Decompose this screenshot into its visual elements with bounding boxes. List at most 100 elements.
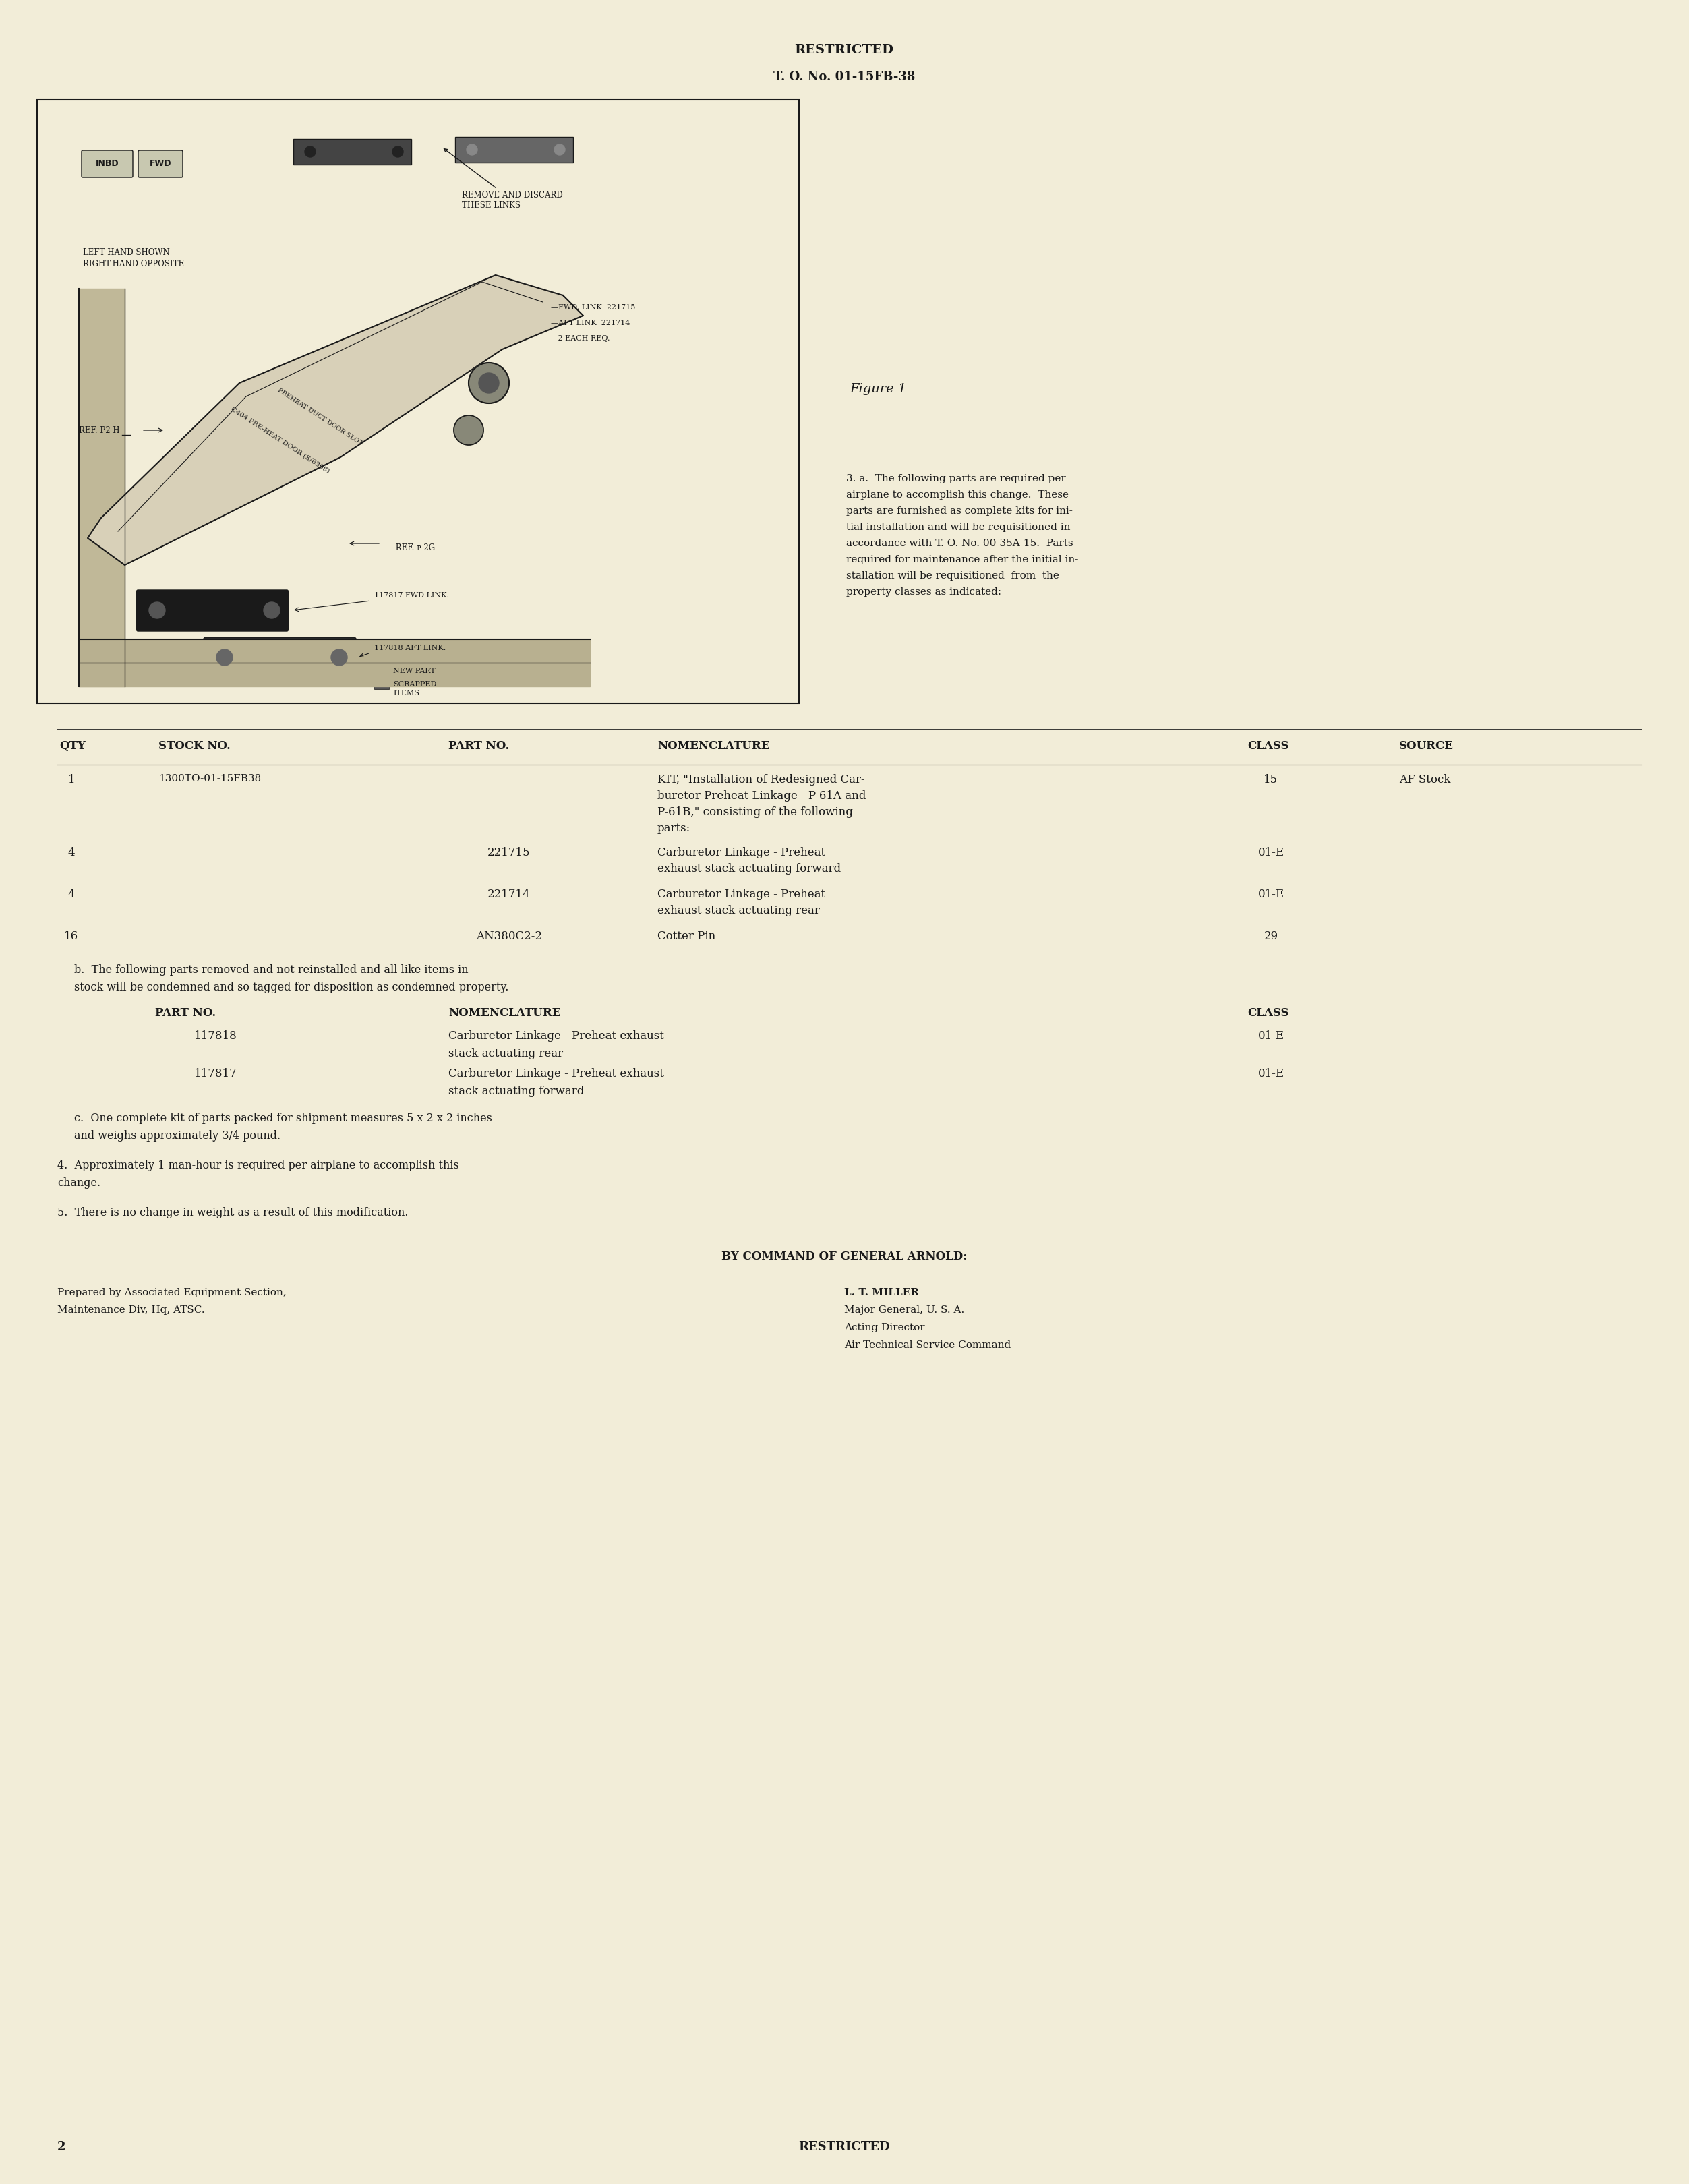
Text: —FWD. LINK  221715: —FWD. LINK 221715: [551, 304, 635, 310]
Text: 4: 4: [68, 847, 74, 858]
Text: Carburetor Linkage - Preheat exhaust: Carburetor Linkage - Preheat exhaust: [448, 1068, 664, 1079]
Text: 2 EACH REQ.: 2 EACH REQ.: [551, 334, 610, 343]
Text: and weighs approximately 3/4 pound.: and weighs approximately 3/4 pound.: [74, 1129, 280, 1142]
Text: 1: 1: [68, 773, 74, 786]
Text: FWD: FWD: [150, 159, 171, 168]
Circle shape: [466, 144, 478, 155]
Bar: [375, 666, 388, 675]
Text: 15: 15: [1263, 773, 1279, 786]
Text: AN380C2-2: AN380C2-2: [476, 930, 542, 941]
Text: 2: 2: [57, 2140, 66, 2153]
Text: Maintenance Div, Hq, ATSC.: Maintenance Div, Hq, ATSC.: [57, 1306, 204, 1315]
Text: Carburetor Linkage - Preheat: Carburetor Linkage - Preheat: [657, 847, 826, 858]
Text: REMOVE AND DISCARD
THESE LINKS: REMOVE AND DISCARD THESE LINKS: [444, 149, 562, 210]
Text: property classes as indicated:: property classes as indicated:: [846, 587, 1002, 596]
Text: required for maintenance after the initial in-: required for maintenance after the initi…: [846, 555, 1078, 563]
Text: KIT, "Installation of Redesigned Car-: KIT, "Installation of Redesigned Car-: [657, 773, 865, 786]
Text: 5.  There is no change in weight as a result of this modification.: 5. There is no change in weight as a res…: [57, 1208, 409, 1219]
FancyBboxPatch shape: [204, 638, 356, 679]
Text: RESTRICTED: RESTRICTED: [794, 44, 893, 57]
Text: AF Stock: AF Stock: [1398, 773, 1451, 786]
FancyBboxPatch shape: [138, 151, 182, 177]
Text: tial installation and will be requisitioned in: tial installation and will be requisitio…: [846, 522, 1071, 533]
Text: accordance with T. O. No. 00-35A-15.  Parts: accordance with T. O. No. 00-35A-15. Par…: [846, 539, 1073, 548]
Text: Cotter Pin: Cotter Pin: [657, 930, 716, 941]
Bar: [37, 100, 799, 703]
Text: 221715: 221715: [488, 847, 530, 858]
Text: stack actuating forward: stack actuating forward: [448, 1085, 584, 1096]
Text: SOURCE: SOURCE: [1398, 740, 1454, 751]
Text: STOCK NO.: STOCK NO.: [159, 740, 230, 751]
Text: PART NO.: PART NO.: [448, 740, 508, 751]
Text: CLASS: CLASS: [1248, 1007, 1289, 1020]
Circle shape: [149, 603, 166, 618]
Text: Carburetor Linkage - Preheat exhaust: Carburetor Linkage - Preheat exhaust: [448, 1031, 664, 1042]
Text: 117818 AFT LINK.: 117818 AFT LINK.: [375, 644, 446, 651]
Text: stock will be condemned and so tagged for disposition as condemned property.: stock will be condemned and so tagged fo…: [74, 983, 508, 994]
Text: stallation will be requisitioned  from  the: stallation will be requisitioned from th…: [846, 572, 1059, 581]
Text: REF. P2 H: REF. P2 H: [79, 426, 120, 435]
Text: 29: 29: [1263, 930, 1279, 941]
Polygon shape: [79, 288, 125, 686]
Text: 01-E: 01-E: [1258, 1068, 1284, 1079]
FancyBboxPatch shape: [81, 151, 133, 177]
Text: stack actuating rear: stack actuating rear: [448, 1048, 562, 1059]
Circle shape: [263, 603, 280, 618]
Text: 3. a.  The following parts are required per: 3. a. The following parts are required p…: [846, 474, 1066, 483]
Text: 221714: 221714: [488, 889, 530, 900]
Text: ITEMS: ITEMS: [394, 690, 419, 697]
Text: RESTRICTED: RESTRICTED: [799, 2140, 890, 2153]
Text: Figure 1: Figure 1: [850, 382, 907, 395]
Text: PART NO.: PART NO.: [155, 1007, 216, 1020]
Bar: [454, 138, 573, 162]
Text: b.  The following parts removed and not reinstalled and all like items in: b. The following parts removed and not r…: [74, 963, 468, 976]
Circle shape: [468, 363, 508, 404]
Text: exhaust stack actuating rear: exhaust stack actuating rear: [657, 904, 819, 917]
Text: PREHEAT DUCT DOOR SLOT: PREHEAT DUCT DOOR SLOT: [277, 387, 363, 446]
Circle shape: [216, 649, 233, 666]
FancyBboxPatch shape: [137, 590, 289, 631]
Text: 117818: 117818: [194, 1031, 236, 1042]
Text: c.  One complete kit of parts packed for shipment measures 5 x 2 x 2 inches: c. One complete kit of parts packed for …: [74, 1112, 491, 1125]
Text: Air Technical Service Command: Air Technical Service Command: [845, 1341, 1012, 1350]
Text: L. T. MILLER: L. T. MILLER: [845, 1289, 919, 1297]
Text: NEW PART: NEW PART: [394, 668, 436, 675]
Text: C404 PRE-HEAT DOOR (S/6368): C404 PRE-HEAT DOOR (S/6368): [230, 406, 331, 474]
Text: buretor Preheat Linkage - P-61A and: buretor Preheat Linkage - P-61A and: [657, 791, 866, 802]
Text: —REF. ᴘ 2G: —REF. ᴘ 2G: [388, 544, 436, 553]
Text: parts are furnished as complete kits for ini-: parts are furnished as complete kits for…: [846, 507, 1073, 515]
Text: 16: 16: [64, 930, 79, 941]
Text: QTY: QTY: [59, 740, 86, 751]
Text: parts:: parts:: [657, 823, 691, 834]
Text: LEFT HAND SHOWN
RIGHT-HAND OPPOSITE: LEFT HAND SHOWN RIGHT-HAND OPPOSITE: [83, 249, 184, 269]
Text: 01-E: 01-E: [1258, 889, 1284, 900]
Text: NOMENCLATURE: NOMENCLATURE: [657, 740, 770, 751]
Text: Major General, U. S. A.: Major General, U. S. A.: [845, 1306, 964, 1315]
Circle shape: [454, 415, 483, 446]
Polygon shape: [79, 640, 589, 686]
Text: T. O. No. 01-15FB-38: T. O. No. 01-15FB-38: [774, 70, 915, 83]
Text: —AFT LINK  221714: —AFT LINK 221714: [551, 319, 630, 325]
Text: CLASS: CLASS: [1248, 740, 1289, 751]
Circle shape: [331, 649, 348, 666]
Text: change.: change.: [57, 1177, 101, 1188]
Circle shape: [392, 146, 404, 157]
Text: Prepared by Associated Equipment Section,: Prepared by Associated Equipment Section…: [57, 1289, 287, 1297]
Text: Acting Director: Acting Director: [845, 1324, 926, 1332]
Text: 4.  Approximately 1 man-hour is required per airplane to accomplish this: 4. Approximately 1 man-hour is required …: [57, 1160, 459, 1171]
Text: INBD: INBD: [96, 159, 118, 168]
Text: exhaust stack actuating forward: exhaust stack actuating forward: [657, 863, 841, 874]
Text: airplane to accomplish this change.  These: airplane to accomplish this change. Thes…: [846, 489, 1069, 500]
Circle shape: [304, 146, 316, 157]
Bar: [294, 140, 412, 164]
Text: SCRAPPED: SCRAPPED: [394, 681, 436, 688]
Text: BY COMMAND OF GENERAL ARNOLD:: BY COMMAND OF GENERAL ARNOLD:: [721, 1251, 968, 1262]
Text: 1300TO-01-15FB38: 1300TO-01-15FB38: [159, 773, 262, 784]
Text: 117817: 117817: [194, 1068, 236, 1079]
Text: 117817 FWD LINK.: 117817 FWD LINK.: [375, 592, 449, 598]
Text: NOMENCLATURE: NOMENCLATURE: [448, 1007, 561, 1020]
Circle shape: [478, 373, 498, 393]
Text: Carburetor Linkage - Preheat: Carburetor Linkage - Preheat: [657, 889, 826, 900]
Text: 01-E: 01-E: [1258, 847, 1284, 858]
Polygon shape: [88, 275, 583, 566]
